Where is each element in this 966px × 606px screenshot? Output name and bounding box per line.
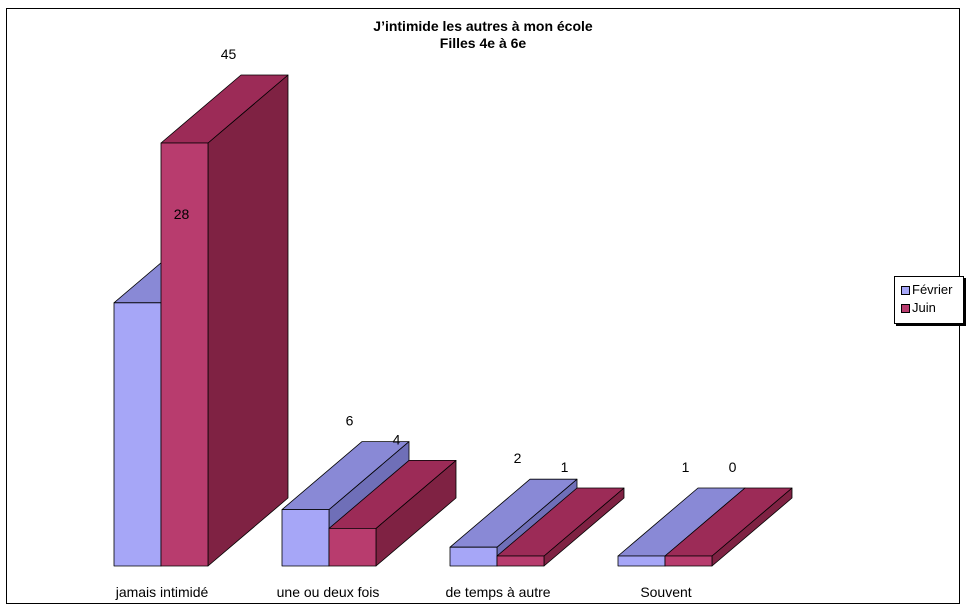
bar-front-juin-une-ou-deux-fois (328, 528, 377, 567)
value-label-juin-une-ou-deux-fois: 4 (393, 431, 401, 447)
value-label-fevrier-souvent: 1 (682, 459, 690, 475)
bar-side-juin-jamais-intimide (207, 74, 289, 567)
bar-front-fevrier-jamais-intimide (113, 302, 162, 567)
bar-front-fevrier-souvent (617, 555, 666, 567)
category-label-une-ou-deux-fois: une ou deux fois (277, 584, 380, 600)
bar-front-fevrier-une-ou-deux-fois (281, 509, 330, 567)
legend-swatch-fevrier (901, 285, 910, 295)
category-label-de-temps-a-autre: de temps à autre (445, 584, 550, 600)
legend-item-juin: Juin (901, 299, 963, 317)
legend-label-fevrier: Février (912, 282, 953, 297)
bar-juin-de-temps-a-autre (496, 487, 625, 567)
legend-label-juin: Juin (912, 300, 936, 315)
bar-front-fevrier-de-temps-a-autre (449, 546, 498, 567)
value-label-juin-souvent: 0 (729, 459, 737, 475)
value-label-fevrier-de-temps-a-autre: 2 (514, 450, 522, 466)
bar-juin-jamais-intimide (160, 74, 289, 567)
bar-juin-une-ou-deux-fois (328, 459, 457, 567)
legend: Février Juin (894, 276, 964, 324)
bar-juin-souvent (664, 487, 793, 567)
value-label-juin-jamais-intimide: 45 (221, 46, 237, 62)
value-label-juin-de-temps-a-autre: 1 (561, 459, 569, 475)
bar-front-juin-jamais-intimide (160, 142, 209, 567)
bar-front-juin-de-temps-a-autre (496, 555, 545, 567)
bar-front-juin-souvent (664, 555, 713, 567)
chart-title: J’intimide les autres à mon école (373, 18, 593, 34)
value-label-fevrier-une-ou-deux-fois: 6 (346, 413, 354, 429)
legend-item-fevrier: Février (901, 281, 963, 299)
category-label-jamais-intimide: jamais intimidé (115, 584, 209, 600)
category-label-souvent: Souvent (640, 584, 691, 600)
chart-title-block: J’intimide les autres à mon école Filles… (0, 18, 966, 52)
legend-swatch-juin (901, 303, 910, 313)
chart-subtitle: Filles 4e à 6e (439, 35, 527, 51)
value-label-fevrier-jamais-intimide: 28 (174, 206, 190, 222)
